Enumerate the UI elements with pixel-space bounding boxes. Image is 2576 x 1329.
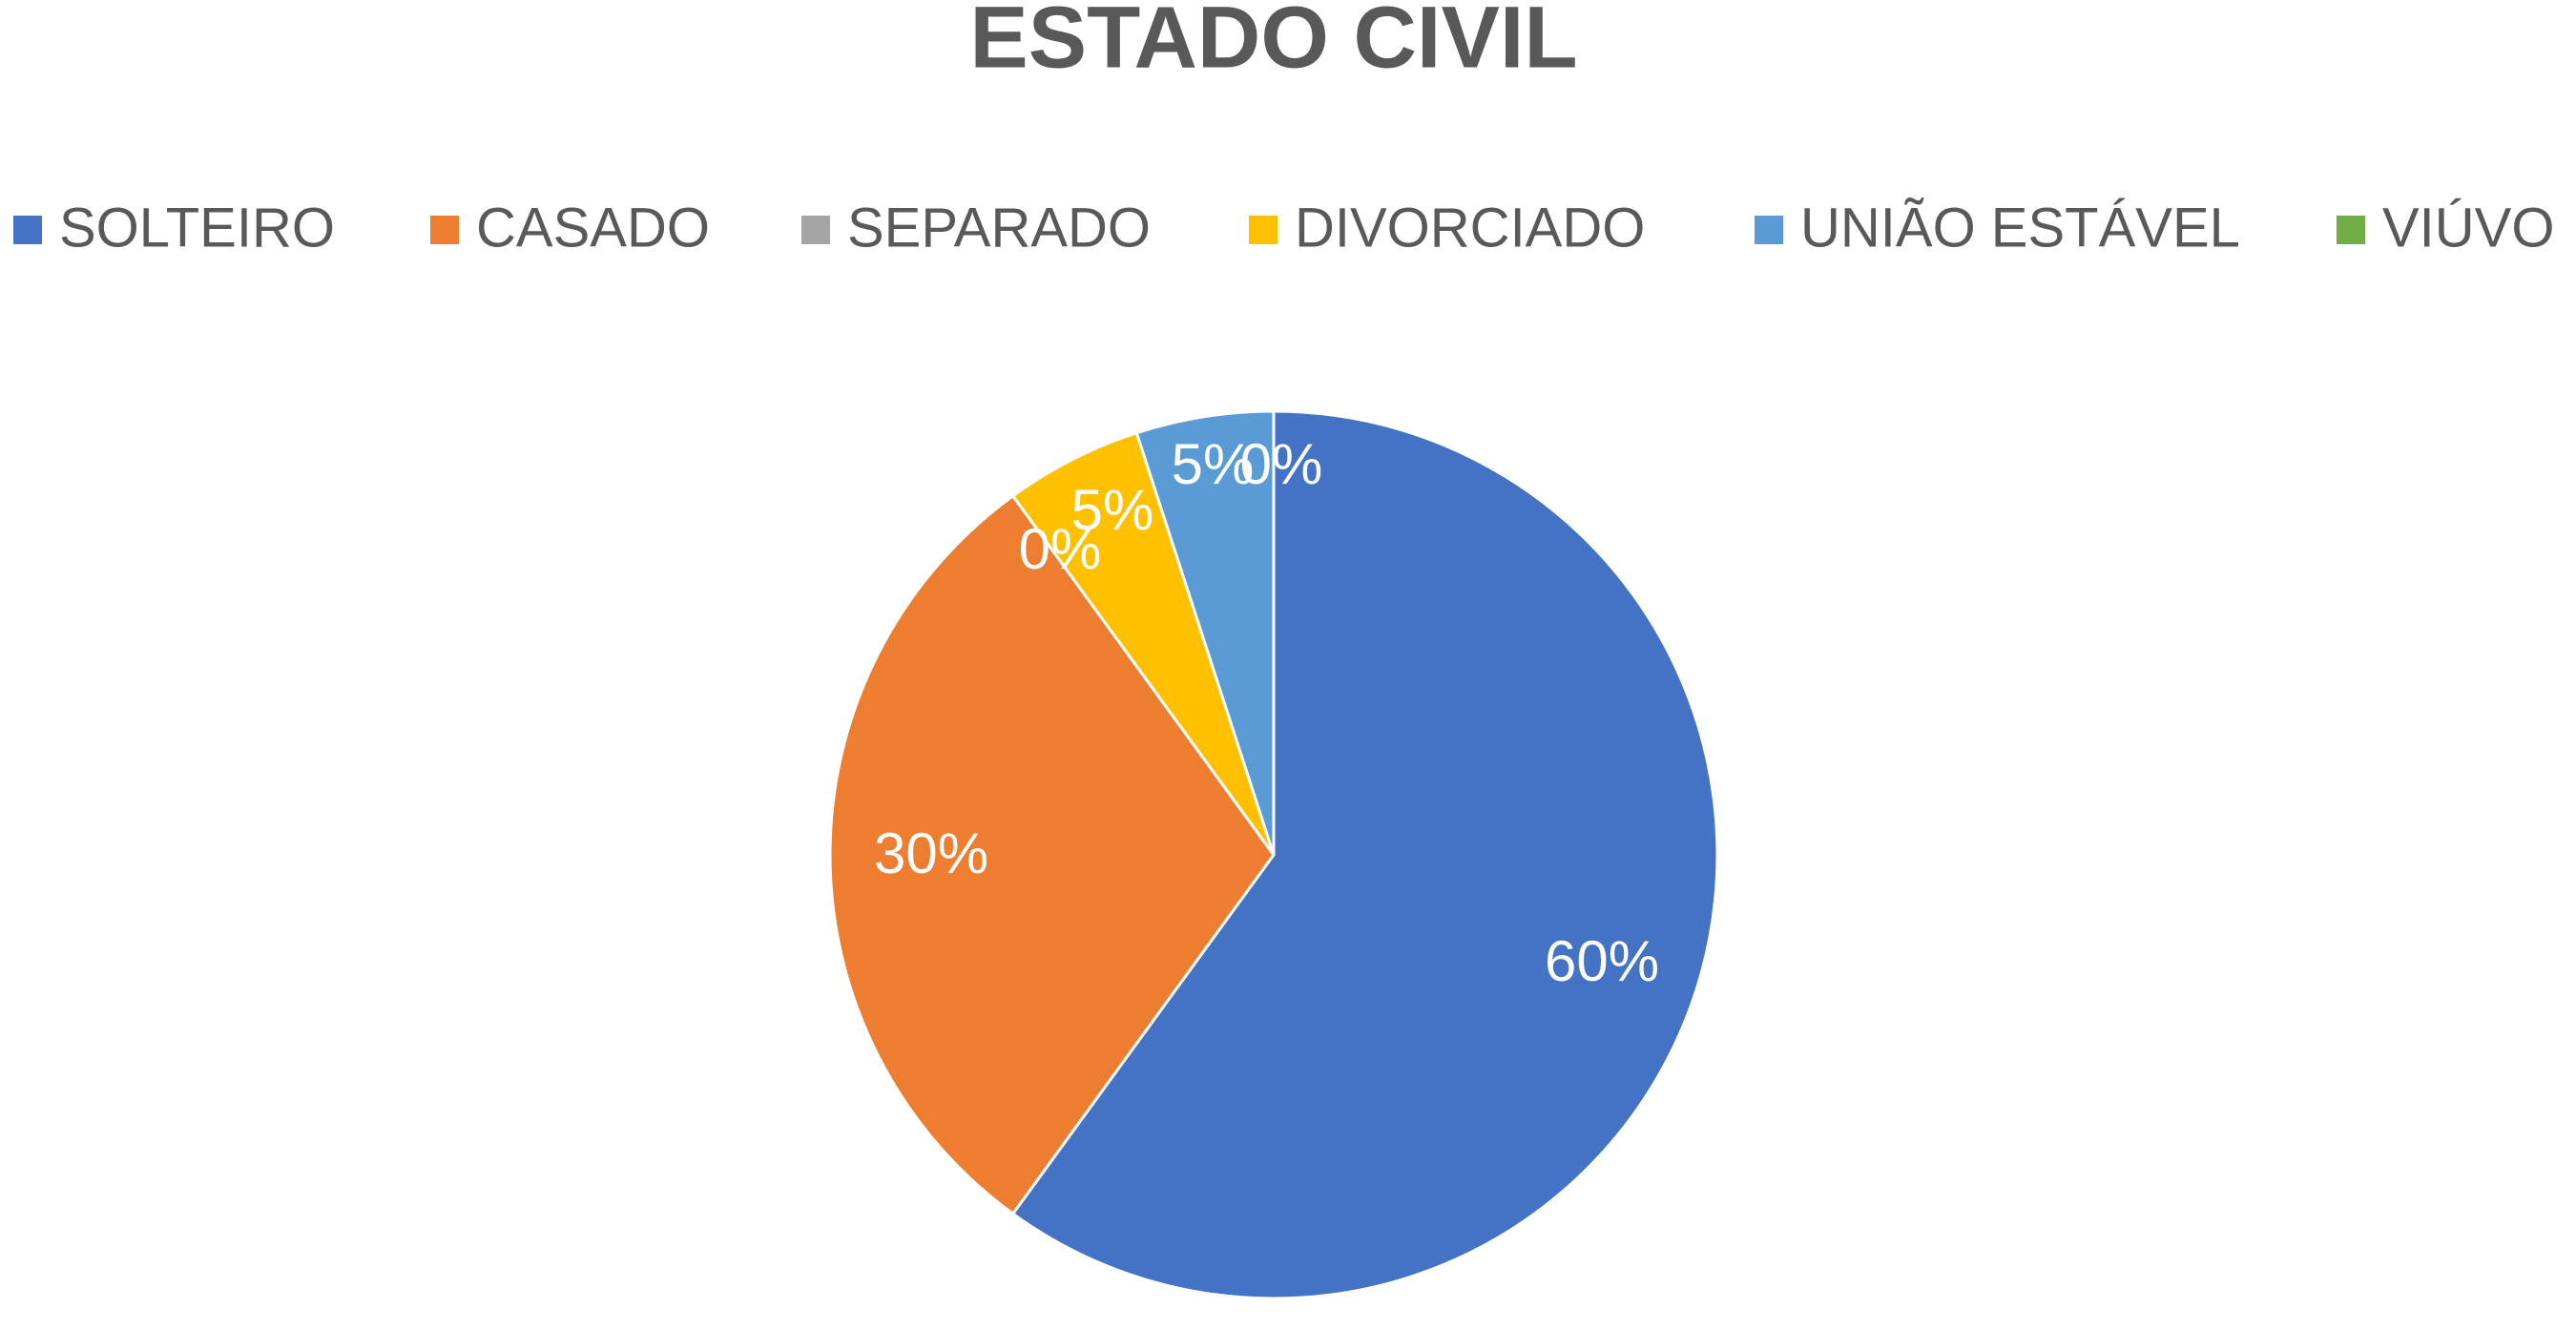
legend-label: CASADO	[476, 197, 710, 259]
pie-slice	[1134, 409, 1276, 856]
data-label: 5%	[1071, 478, 1154, 542]
legend-label: SOLTEIRO	[59, 197, 335, 259]
legend-swatch	[1755, 216, 1783, 244]
legend-swatch	[13, 216, 42, 244]
legend-label: UNIÃO ESTÁVEL	[1800, 197, 2240, 259]
legend-label: SEPARADO	[847, 197, 1151, 259]
legend-swatch	[430, 216, 459, 244]
pie-slice	[1010, 409, 1719, 1300]
data-label: 0%	[1019, 517, 1102, 581]
legend-label: VIÚVO	[2382, 197, 2555, 259]
data-label: 60%	[1545, 929, 1659, 993]
legend-label: DIVORCIADO	[1295, 197, 1645, 259]
legend-swatch	[2337, 216, 2365, 244]
data-label: 5%	[1172, 432, 1255, 496]
data-label: 30%	[874, 821, 988, 885]
pie-slice	[1010, 430, 1276, 856]
legend-swatch	[1249, 216, 1278, 244]
legend-swatch	[801, 216, 830, 244]
pie-slice	[828, 493, 1276, 1216]
data-label: 0%	[1240, 432, 1323, 496]
chart-title: ESTADO CIVIL	[969, 0, 1577, 86]
